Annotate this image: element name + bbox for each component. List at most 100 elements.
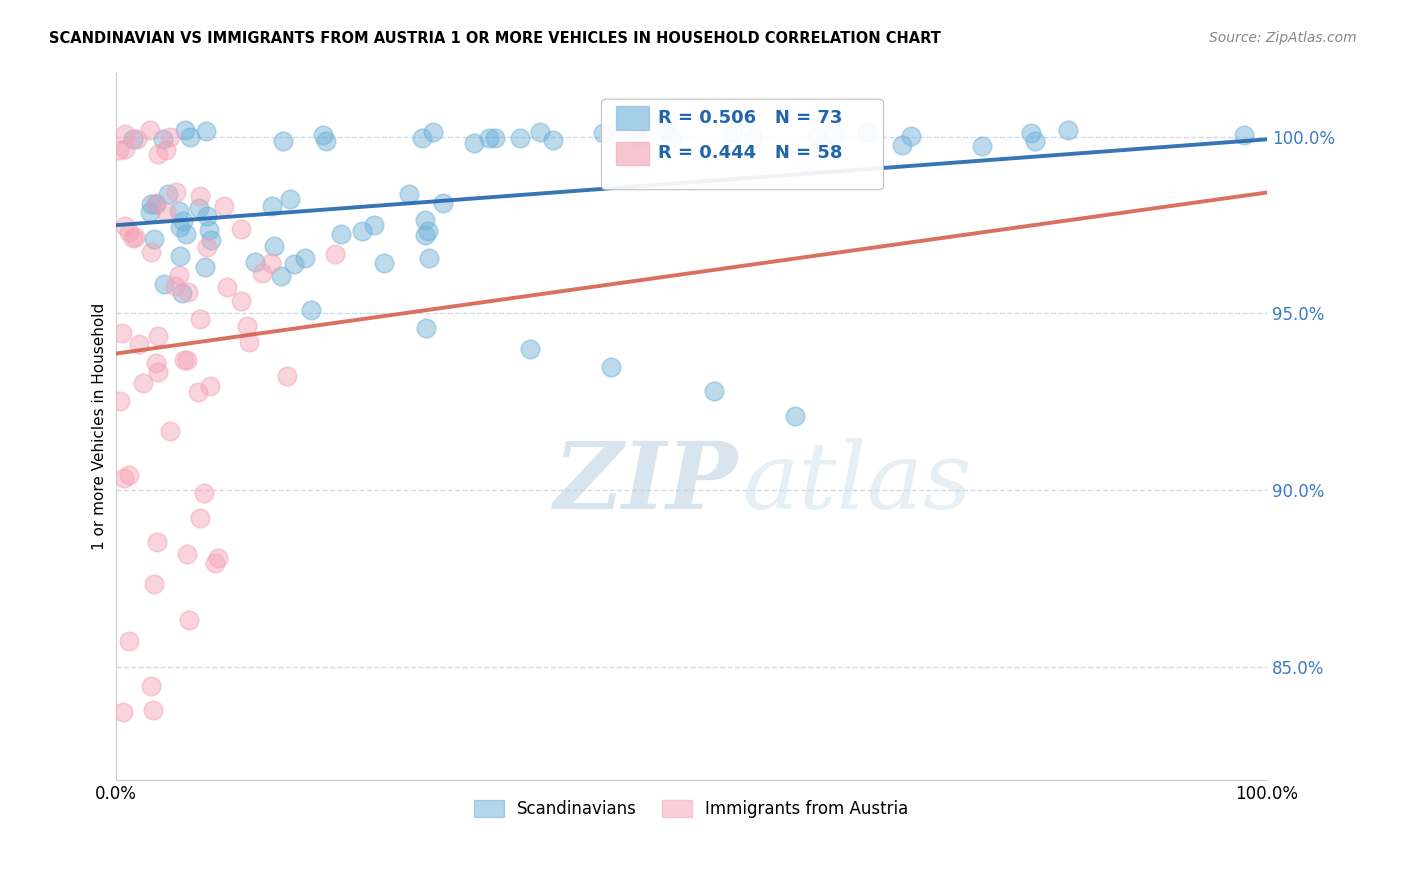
Point <box>172 214 194 228</box>
Point <box>463 136 485 151</box>
Point <box>139 123 162 137</box>
Point <box>231 222 253 236</box>
Point <box>418 224 440 238</box>
Point <box>721 125 744 139</box>
Point <box>1019 126 1042 140</box>
Point <box>169 219 191 234</box>
Point <box>193 260 215 274</box>
Point <box>270 269 292 284</box>
Point <box>197 223 219 237</box>
Point <box>1024 134 1046 148</box>
Point <box>890 138 912 153</box>
Point <box>422 125 444 139</box>
Text: R = 0.444   N = 58: R = 0.444 N = 58 <box>658 144 842 162</box>
Text: ZIP: ZIP <box>553 438 737 528</box>
Point <box>262 198 284 212</box>
Point <box>121 231 143 245</box>
Point <box>519 342 541 356</box>
Point <box>373 256 395 270</box>
Point <box>170 286 193 301</box>
Point <box>177 613 200 627</box>
Point <box>212 199 235 213</box>
FancyBboxPatch shape <box>616 106 648 129</box>
Point <box>114 127 136 141</box>
Point <box>900 129 922 144</box>
Point <box>626 132 648 146</box>
Point <box>198 379 221 393</box>
Point <box>312 128 335 142</box>
Text: SCANDINAVIAN VS IMMIGRANTS FROM AUSTRIA 1 OR MORE VEHICLES IN HOUSEHOLD CORRELAT: SCANDINAVIAN VS IMMIGRANTS FROM AUSTRIA … <box>49 31 941 46</box>
Point <box>169 249 191 263</box>
Point <box>122 132 145 146</box>
Point <box>315 134 337 148</box>
Point <box>166 186 188 200</box>
Point <box>783 409 806 423</box>
Point <box>128 337 150 351</box>
Point <box>188 189 211 203</box>
Point <box>200 233 222 247</box>
Point <box>432 196 454 211</box>
Point <box>167 203 190 218</box>
Text: atlas: atlas <box>744 438 973 528</box>
Point <box>1056 122 1078 136</box>
Point <box>231 294 253 309</box>
Point <box>173 352 195 367</box>
Point <box>661 131 683 145</box>
Point <box>110 393 132 408</box>
Point <box>195 240 218 254</box>
Point <box>972 139 994 153</box>
Point <box>146 146 169 161</box>
Point <box>299 302 322 317</box>
Point <box>418 251 440 265</box>
Point <box>146 328 169 343</box>
Point <box>176 353 198 368</box>
Point <box>273 135 295 149</box>
Point <box>141 244 163 259</box>
Point <box>155 205 177 219</box>
Point <box>592 126 614 140</box>
Point <box>1233 128 1256 142</box>
Point <box>142 703 165 717</box>
Point <box>276 369 298 384</box>
Point <box>529 124 551 138</box>
Point <box>806 129 828 144</box>
Point <box>111 326 134 340</box>
Text: R = 0.506   N = 73: R = 0.506 N = 73 <box>658 109 842 127</box>
Point <box>235 319 257 334</box>
Point <box>146 365 169 379</box>
Point <box>195 124 218 138</box>
FancyBboxPatch shape <box>602 99 883 190</box>
Text: Source: ZipAtlas.com: Source: ZipAtlas.com <box>1209 31 1357 45</box>
Point <box>204 556 226 570</box>
Point <box>856 126 879 140</box>
Point <box>186 385 208 400</box>
Point <box>153 277 176 291</box>
Point <box>176 227 198 242</box>
Point <box>411 131 433 145</box>
Point <box>484 131 506 145</box>
Point <box>179 130 201 145</box>
Point <box>195 209 218 223</box>
Point <box>141 679 163 693</box>
Point <box>112 471 135 485</box>
Point <box>159 129 181 144</box>
Point <box>152 132 174 146</box>
Point <box>155 143 177 157</box>
Point <box>811 140 834 154</box>
Point <box>145 356 167 370</box>
Point <box>145 196 167 211</box>
Point <box>146 534 169 549</box>
Point <box>142 232 165 246</box>
Point <box>541 133 564 147</box>
Point <box>167 268 190 282</box>
Point <box>245 255 267 269</box>
Legend: Scandinavians, Immigrants from Austria: Scandinavians, Immigrants from Austria <box>467 794 915 825</box>
Point <box>415 320 437 334</box>
FancyBboxPatch shape <box>616 142 648 165</box>
Point <box>156 187 179 202</box>
Point <box>478 130 501 145</box>
Point <box>413 213 436 227</box>
Point <box>263 239 285 253</box>
Point <box>599 359 621 374</box>
Point <box>174 122 197 136</box>
